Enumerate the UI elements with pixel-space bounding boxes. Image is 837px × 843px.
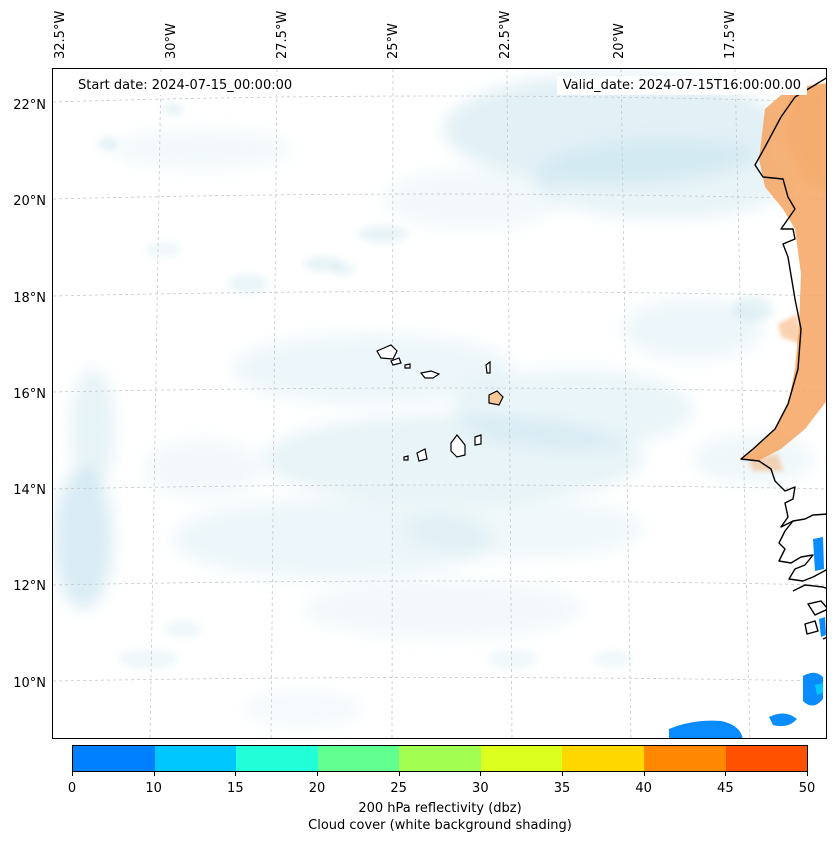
lat-label-10n: 10°N — [13, 676, 46, 691]
colorbar-title-cloud-cover: Cloud cover (white background shading) — [308, 818, 572, 833]
colorbar-segment — [399, 746, 481, 771]
colorbar-segment — [154, 746, 237, 771]
colorbar-tick-label: 20 — [308, 781, 326, 796]
map-canvas — [53, 69, 826, 738]
graticule — [53, 69, 826, 738]
lon-label-30w: 30°W — [164, 23, 179, 59]
cloud-cover-shading — [53, 74, 813, 727]
colorbar-tick — [398, 772, 400, 776]
cape-verde-islands — [376, 344, 504, 462]
colorbar-tick-label: 25 — [390, 781, 407, 796]
colorbar-tick — [643, 772, 645, 776]
colorbar-tick — [480, 772, 482, 776]
colorbar-tick-label: 30 — [472, 781, 489, 796]
colorbar-tick-label: 15 — [227, 781, 244, 796]
valid-date-label: Valid_date: 2024-07-15T16:00:00.00 — [556, 76, 807, 95]
reflectivity-colorbar — [72, 745, 808, 772]
lat-label-18n: 18°N — [13, 291, 46, 306]
lat-label-14n: 14°N — [13, 483, 46, 498]
land-shading — [741, 83, 826, 471]
colorbar-title-reflectivity: 200 hPa reflectivity (dbz) — [358, 801, 522, 816]
lat-label-22n: 22°N — [13, 98, 46, 113]
colorbar-tick — [72, 772, 73, 776]
lon-label-22-5w: 22.5°W — [498, 10, 513, 59]
lon-label-25w: 25°W — [386, 23, 401, 59]
colorbar-tick — [562, 772, 563, 776]
lon-label-32-5w: 32.5°W — [53, 10, 68, 59]
colorbar-segment — [317, 746, 400, 771]
start-date-label: Start date: 2024-07-15_00:00:00 — [72, 76, 299, 95]
lat-label-16n: 16°N — [13, 387, 46, 402]
lon-label-27-5w: 27.5°W — [275, 10, 290, 59]
colorbar-tick — [153, 772, 155, 776]
colorbar-tick-label: 35 — [553, 781, 571, 796]
colorbar-tick — [235, 772, 237, 776]
colorbar-tick-label: 0 — [67, 781, 77, 796]
reflectivity-patches — [669, 537, 826, 738]
colorbar-tick-label: 45 — [717, 781, 734, 796]
lat-label-12n: 12°N — [13, 579, 46, 594]
colorbar-segment — [236, 746, 318, 771]
map-panel — [52, 68, 827, 739]
colorbar-tick — [725, 772, 727, 776]
colorbar-segment — [480, 746, 563, 771]
lon-label-17-5w: 17.5°W — [723, 10, 738, 59]
colorbar-tick-label: 50 — [798, 781, 816, 796]
colorbar-tick — [317, 772, 318, 776]
colorbar-segment — [725, 746, 808, 771]
colorbar-tick-label: 40 — [635, 781, 652, 796]
lon-label-20w: 20°W — [612, 23, 627, 59]
colorbar-segment — [562, 746, 644, 771]
coastline — [740, 77, 826, 640]
colorbar-tick — [807, 772, 808, 776]
colorbar-segment — [643, 746, 726, 771]
lat-label-20n: 20°N — [13, 194, 46, 209]
colorbar-tick-label: 10 — [145, 781, 162, 796]
colorbar-segment — [73, 746, 155, 771]
